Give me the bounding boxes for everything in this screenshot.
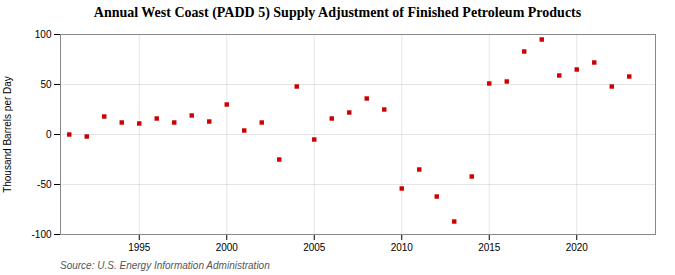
svg-text:2020: 2020 xyxy=(566,242,589,253)
html-text:Source: U.S. Energy Informatio: Source: U.S. Energy Information Administ… xyxy=(60,260,270,271)
svg-text:2005: 2005 xyxy=(303,242,326,253)
svg-text:2000: 2000 xyxy=(216,242,239,253)
svg-text:-100: -100 xyxy=(31,229,51,240)
html-text:Annual West Coast (PADD 5) Sup: Annual West Coast (PADD 5) Supply Adjust… xyxy=(93,5,582,20)
svg-text:-50: -50 xyxy=(37,179,52,190)
svg-text:0: 0 xyxy=(46,129,52,140)
svg-text:50: 50 xyxy=(40,79,52,90)
svg-text:2015: 2015 xyxy=(478,242,501,253)
svg-text:1995: 1995 xyxy=(128,242,151,253)
svg-text:100: 100 xyxy=(35,29,52,40)
svg-text:2010: 2010 xyxy=(391,242,414,253)
svg-text:Thousand Barrels per Day: Thousand Barrels per Day xyxy=(2,76,13,193)
